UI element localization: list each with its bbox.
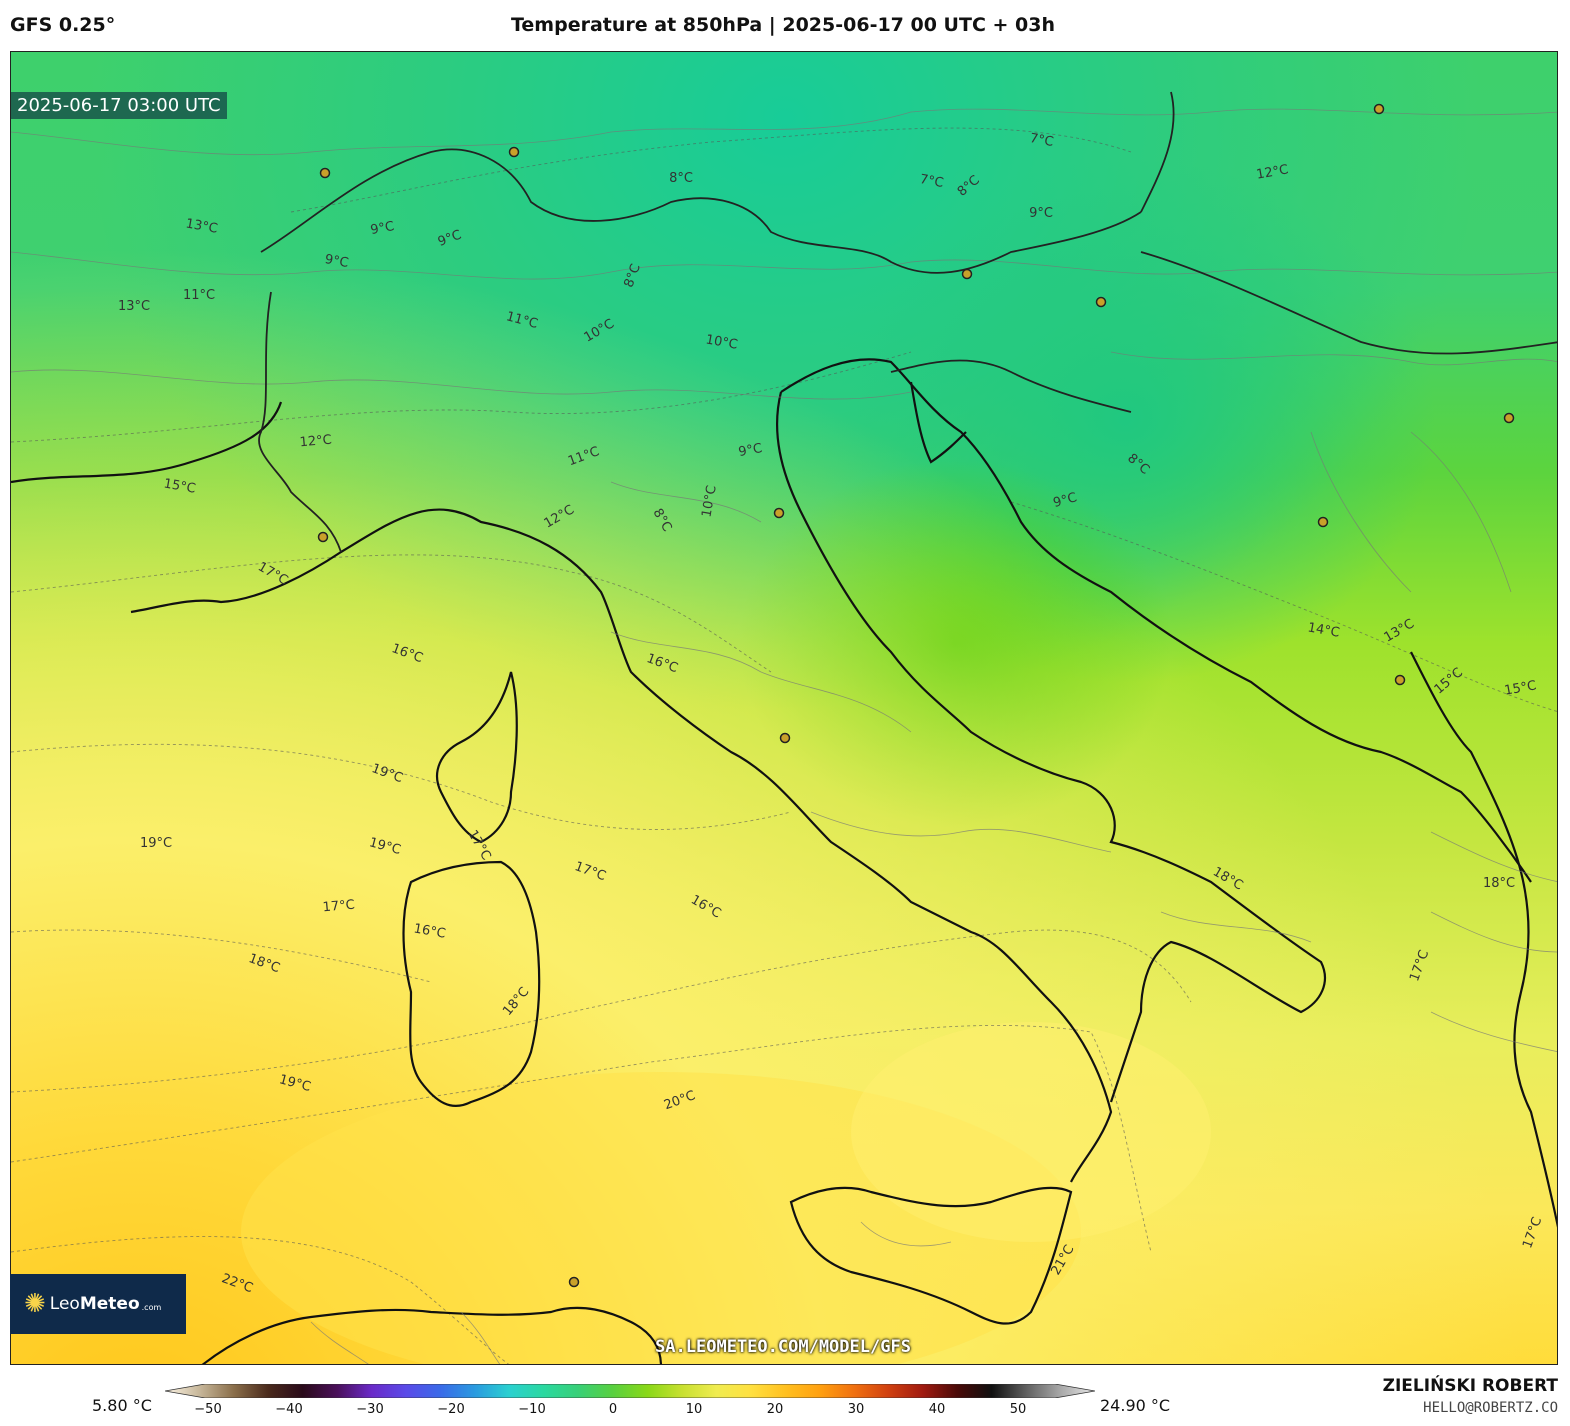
contour-label: 13°C: [184, 216, 218, 236]
contour-label: 16°C: [412, 921, 446, 941]
colorbar-tick: 50: [1009, 1402, 1027, 1417]
contour-label: 9°C: [737, 441, 763, 460]
author-email[interactable]: HELLO@ROBERTZ.CO: [1423, 1400, 1558, 1416]
source-url[interactable]: SA.LEOMETEO.COM/MODEL/GFS: [655, 1337, 911, 1357]
colorbar-max-label: 24.90 °C: [1100, 1396, 1171, 1415]
colorbar-tick: 30: [847, 1402, 865, 1417]
colorbar: [165, 1384, 1095, 1398]
contour-label: 12°C: [1255, 162, 1289, 182]
contour-label: 14°C: [1306, 620, 1340, 640]
colorbar-tick: 20: [766, 1402, 784, 1417]
colorbar-tick: −40: [275, 1402, 303, 1417]
contour-label: 10°C: [704, 332, 738, 352]
contour-label: 18°C: [1483, 876, 1515, 891]
temperature-field: 13°C13°C11°C9°C9°C 9°C8°C 7°C 8°C7°C9°C12°C…: [11, 52, 1557, 1364]
colorbar-tick: 0: [608, 1402, 618, 1417]
temperature-map[interactable]: 13°C 13°C 11°C 9°C 9°C 9°C 8°C 7°C 8°C 7°C 9°C 12°C…: [10, 51, 1558, 1365]
colorbar-min-label: 5.80 °C: [92, 1396, 152, 1415]
contour-label: 8°C: [669, 171, 693, 186]
contour-label: 12°C: [299, 433, 332, 451]
colorbar-tick: −20: [437, 1402, 465, 1417]
model-name: GFS 0.25°: [10, 14, 116, 36]
contour-label: 15°C: [1503, 678, 1537, 698]
contour-label: 13°C: [118, 299, 150, 314]
logo-name: Meteo: [79, 1294, 140, 1314]
contour-label: 7°C: [1029, 131, 1055, 150]
colorbar-tick: −10: [518, 1402, 546, 1417]
colorbar-ticks: −50 −40 −30 −20 −10 0 10 20 30 40 50: [0, 1402, 1570, 1426]
logo-prefix: Leo: [49, 1294, 80, 1314]
author-name: ZIELIŃSKI ROBERT: [1382, 1376, 1558, 1396]
contour-label: 10°C: [699, 484, 719, 518]
contour-label: 15°C: [162, 476, 196, 496]
sun-icon: ✺: [24, 1289, 46, 1319]
contour-label: 9°C: [1029, 206, 1053, 221]
logo-suffix: .com: [141, 1302, 162, 1312]
contour-label: 19°C: [140, 836, 172, 851]
colorbar-tick: −50: [194, 1402, 222, 1417]
leometeo-logo[interactable]: ✺ Leo Meteo .com: [10, 1274, 186, 1334]
contour-label: 17°C: [322, 898, 355, 916]
valid-time-badge: 2025-06-17 03:00 UTC: [11, 92, 227, 119]
city-markers: [317, 103, 1515, 1288]
colorbar-tick: 40: [928, 1402, 946, 1417]
contour-label: 9°C: [1052, 490, 1079, 511]
colorbar-tick: 10: [685, 1402, 703, 1417]
contour-label: 9°C: [324, 252, 350, 271]
colorbar-tick: −30: [356, 1402, 384, 1417]
contour-label: 9°C: [369, 219, 395, 238]
map-title: Temperature at 850hPa | 2025-06-17 00 UT…: [510, 14, 1056, 36]
contour-label: 11°C: [183, 288, 215, 303]
country-borders: [258, 91, 1557, 553]
admin-borders: [11, 108, 1557, 1364]
contour-label: 7°C: [919, 172, 945, 191]
